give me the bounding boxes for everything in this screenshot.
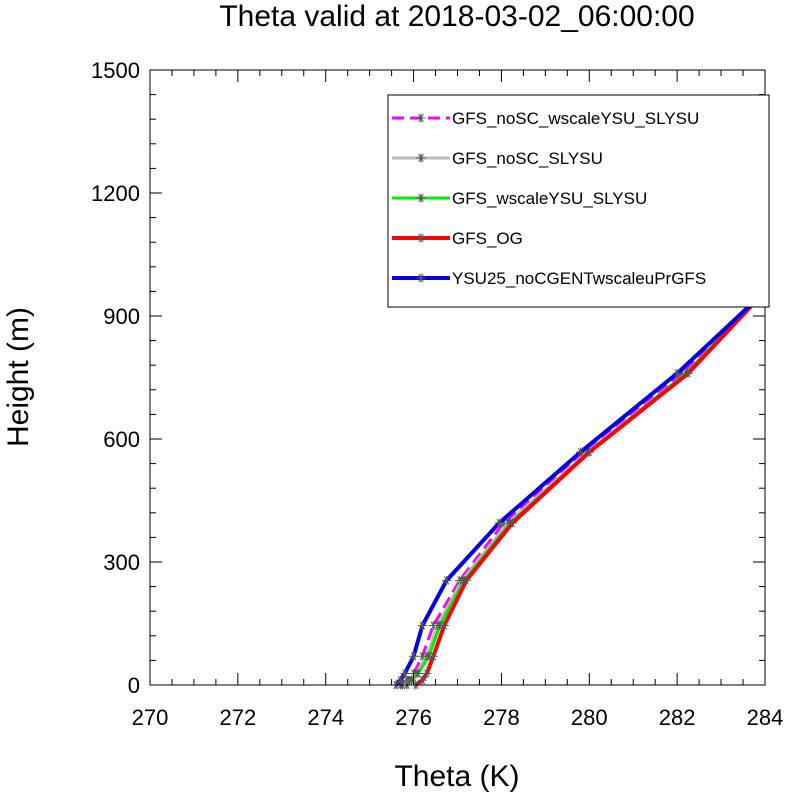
series-marker-4 xyxy=(442,575,452,585)
legend-marker-1 xyxy=(416,153,426,163)
y-tick-label: 600 xyxy=(103,427,140,452)
series-marker-4 xyxy=(395,675,405,685)
series-marker-3 xyxy=(428,651,438,661)
x-tick-label: 282 xyxy=(659,705,696,730)
series-marker-3 xyxy=(683,368,693,378)
x-axis-title: Theta (K) xyxy=(394,760,519,793)
x-tick-label: 278 xyxy=(483,705,520,730)
series-marker-4 xyxy=(400,669,410,679)
y-tick-label: 900 xyxy=(103,304,140,329)
legend-label-3: GFS_OG xyxy=(452,229,523,248)
legend-marker-3 xyxy=(416,233,426,243)
y-tick-label: 1200 xyxy=(91,181,140,206)
series-marker-3 xyxy=(417,675,427,685)
series-line-3 xyxy=(414,290,767,687)
x-tick-label: 280 xyxy=(571,705,608,730)
y-tick-label: 0 xyxy=(128,673,140,698)
y-tick-label: 1500 xyxy=(91,58,140,83)
legend-marker-2 xyxy=(416,193,426,203)
legend-label-1: GFS_noSC_SLYSU xyxy=(452,149,603,168)
legend-label-0: GFS_noSC_wscaleYSU_SLYSU xyxy=(452,109,699,128)
series-marker-3 xyxy=(461,575,471,585)
legend-box xyxy=(387,94,770,308)
series-line-0 xyxy=(399,290,767,687)
series-marker-4 xyxy=(672,368,682,378)
x-tick-label: 284 xyxy=(747,705,784,730)
series-marker-4 xyxy=(417,621,427,631)
series-marker-3 xyxy=(422,669,432,679)
series-marker-2 xyxy=(413,669,423,679)
x-tick-label: 270 xyxy=(132,705,169,730)
legend-label-2: GFS_wscaleYSU_SLYSU xyxy=(452,189,647,208)
legend-marker-0 xyxy=(416,113,426,123)
series-marker-4 xyxy=(409,651,419,661)
plot-lines xyxy=(391,286,770,690)
series-marker-4 xyxy=(576,447,585,457)
legend-label-4: YSU25_noCGENTwscaleuPrGFS xyxy=(452,269,706,288)
x-tick-label: 276 xyxy=(395,705,432,730)
chart-title: Theta valid at 2018-03-02_06:00:00 xyxy=(219,0,694,33)
y-axis-title: Height (m) xyxy=(2,307,35,447)
legend: GFS_noSC_wscaleYSU_SLYSU GFS_noSC_SLYSU GF… xyxy=(387,94,770,308)
x-tick-label: 274 xyxy=(307,705,344,730)
y-tick-label: 300 xyxy=(103,550,140,575)
series-marker-2 xyxy=(406,675,416,685)
series-marker-4 xyxy=(494,518,504,528)
series-marker-3 xyxy=(507,518,517,528)
series-marker-3 xyxy=(439,621,449,631)
series-marker-3 xyxy=(584,447,594,457)
axis-ticks: 270 272 274 276 278 280 282 284 0 300 600 900 1200 15… xyxy=(91,58,783,730)
x-tick-label: 272 xyxy=(219,705,256,730)
legend-marker-4 xyxy=(416,273,426,283)
